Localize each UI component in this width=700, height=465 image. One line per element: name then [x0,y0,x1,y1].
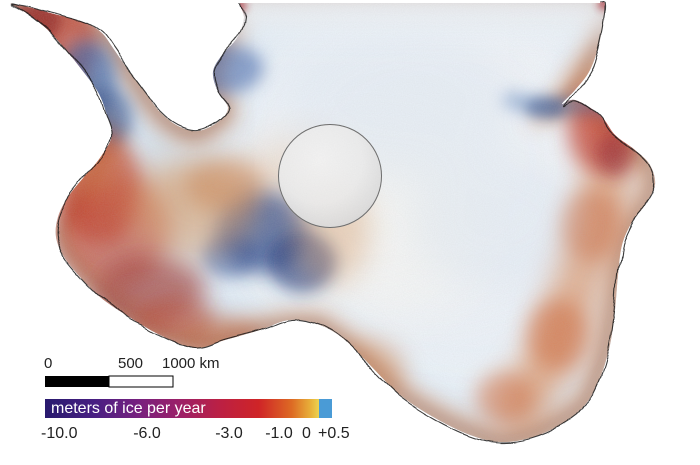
svg-text:-1.0: -1.0 [265,425,293,442]
svg-text:0: 0 [302,425,311,442]
svg-text:500: 500 [118,355,143,372]
svg-text:-3.0: -3.0 [215,425,243,442]
svg-text:+0.5: +0.5 [318,425,350,442]
svg-text:-10.0: -10.0 [41,425,78,442]
svg-text:-6.0: -6.0 [133,425,161,442]
svg-text:0: 0 [44,355,52,372]
svg-text:meters of ice per year: meters of ice per year [51,400,206,417]
svg-text:1000 km: 1000 km [162,355,220,372]
